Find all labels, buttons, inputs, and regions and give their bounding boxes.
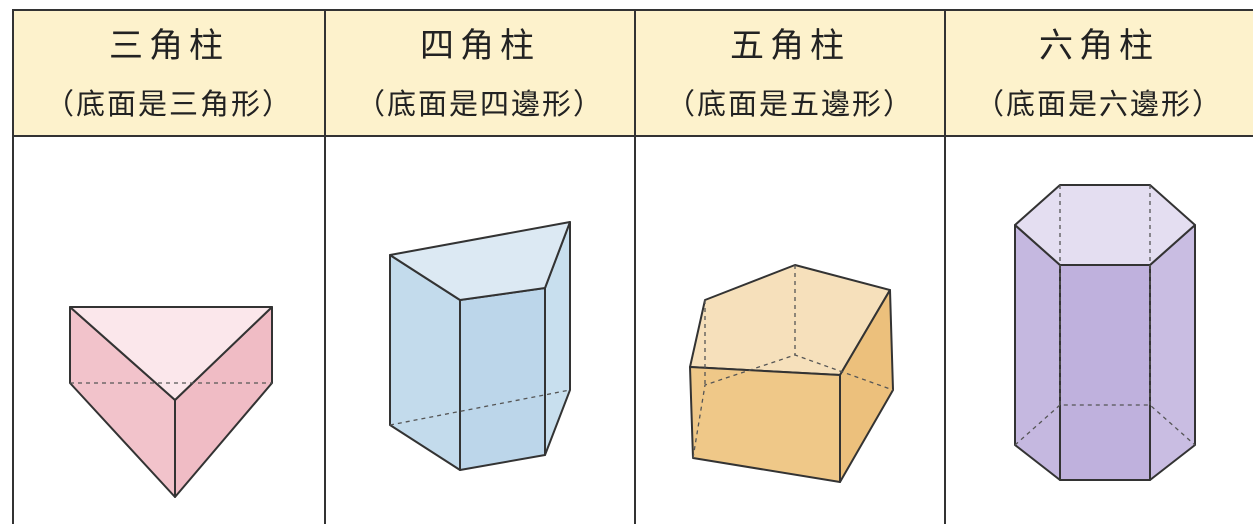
- pentagonal-prism: [689, 264, 894, 483]
- base-description: （底面是四邊形）: [356, 87, 604, 121]
- column-name: 五角柱: [730, 26, 850, 66]
- base-description: （底面是三角形）: [45, 87, 293, 121]
- triangular-prism: [69, 306, 273, 498]
- column-name: 四角柱: [420, 26, 540, 66]
- hexagonal-prism: [1014, 184, 1196, 481]
- column-name: 三角柱: [109, 26, 229, 66]
- column-name: 六角柱: [1039, 26, 1159, 66]
- base-description: （底面是六邊形）: [975, 87, 1223, 121]
- header-background: [12, 10, 1253, 136]
- base-description: （底面是五邊形）: [666, 87, 914, 121]
- square-prism: [389, 221, 571, 471]
